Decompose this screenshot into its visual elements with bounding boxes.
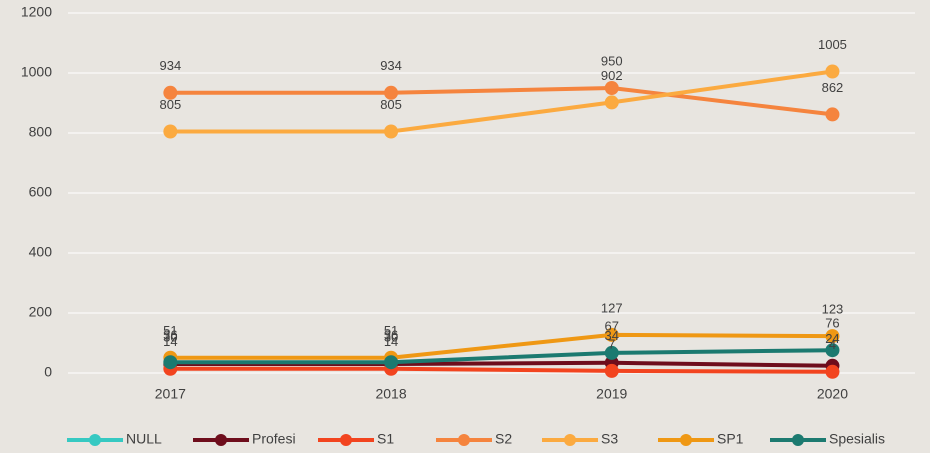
series-line xyxy=(170,366,833,374)
point xyxy=(825,64,840,79)
legend-marker xyxy=(792,434,804,446)
data-label: 14 xyxy=(384,334,398,349)
y-tick-label: 200 xyxy=(29,304,53,320)
y-tick-label: 1200 xyxy=(21,4,52,20)
data-label: 14 xyxy=(163,334,177,349)
data-label: 36 xyxy=(163,328,177,343)
data-label: 36 xyxy=(384,328,398,343)
y-tick-label: 400 xyxy=(29,244,53,260)
point xyxy=(604,345,619,360)
data-label: 127 xyxy=(601,300,623,315)
legend-label: S1 xyxy=(377,431,394,447)
series-line xyxy=(170,348,833,365)
y-tick-label: 600 xyxy=(29,184,53,200)
point xyxy=(604,363,619,378)
data-label: 862 xyxy=(822,80,844,95)
point xyxy=(825,107,840,122)
legend-marker xyxy=(564,434,576,446)
data-label: 123 xyxy=(822,302,844,317)
series-line xyxy=(170,69,833,134)
legend-marker xyxy=(89,434,101,446)
data-label: 950 xyxy=(601,53,623,68)
point xyxy=(604,81,619,95)
legend-marker xyxy=(340,434,352,446)
legend-label: Spesialis xyxy=(829,431,885,447)
point xyxy=(384,124,399,139)
point xyxy=(825,329,840,344)
data-label: 30 xyxy=(384,329,398,344)
legend-marker xyxy=(215,434,227,446)
legend-label: NULL xyxy=(126,431,162,447)
point xyxy=(604,327,619,342)
data-label: 51 xyxy=(384,323,398,338)
legend-label: S3 xyxy=(601,431,618,447)
legend-marker xyxy=(680,434,692,446)
data-label: 1005 xyxy=(818,37,847,52)
data-label: 934 xyxy=(380,58,402,73)
series-line xyxy=(170,85,833,117)
point xyxy=(384,355,399,370)
data-label: 30 xyxy=(163,329,177,344)
data-label: 34 xyxy=(605,328,619,343)
y-tick-label: 1000 xyxy=(21,64,52,80)
x-tick-label: 2017 xyxy=(155,386,186,402)
point xyxy=(163,85,178,100)
data-label: 902 xyxy=(601,68,623,83)
data-label: 4 xyxy=(829,337,836,352)
series-line xyxy=(170,332,833,360)
x-tick-label: 2019 xyxy=(596,386,627,402)
x-tick-label: 2018 xyxy=(375,386,406,402)
legend-marker xyxy=(458,434,470,446)
data-label: 934 xyxy=(159,58,181,73)
data-label: 76 xyxy=(825,316,839,331)
data-label: 51 xyxy=(163,323,177,338)
point xyxy=(825,343,840,358)
point xyxy=(384,85,399,100)
y-tick-label: 0 xyxy=(44,364,52,380)
data-label: 67 xyxy=(605,318,619,333)
data-label: 805 xyxy=(159,97,181,112)
legend-label: Profesi xyxy=(252,431,296,447)
legend-label: S2 xyxy=(495,431,512,447)
point xyxy=(604,95,619,110)
x-tick-label: 2020 xyxy=(817,386,848,402)
data-label: 805 xyxy=(380,97,402,112)
data-label: 24 xyxy=(825,331,839,346)
data-label: 7 xyxy=(608,336,615,351)
legend-label: SP1 xyxy=(717,431,744,447)
point xyxy=(163,355,178,370)
y-tick-label: 800 xyxy=(29,124,53,140)
point xyxy=(163,124,178,139)
point xyxy=(825,364,840,379)
